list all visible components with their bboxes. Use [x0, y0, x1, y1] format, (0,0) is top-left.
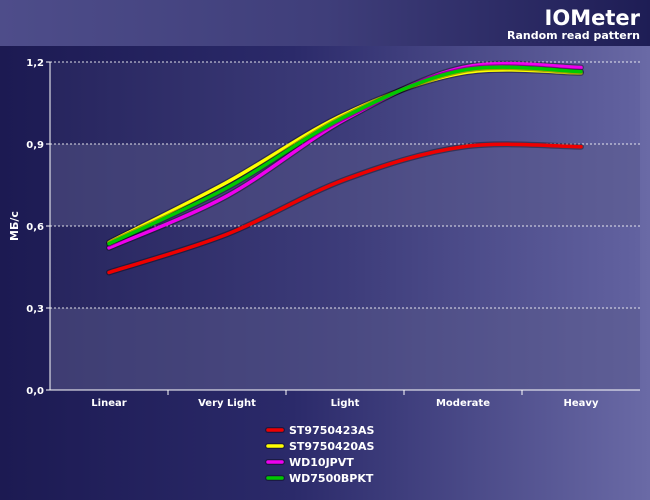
series-point: [107, 242, 111, 246]
x-tick-labels: Linear Very Light Light Moderate Heavy: [91, 398, 599, 409]
legend-item: ST9750420AS: [265, 440, 375, 453]
y-tick-label: 1,2: [26, 58, 44, 69]
series-point: [225, 194, 229, 198]
legend-label: WD7500BPKT: [289, 472, 374, 485]
series-point: [461, 68, 465, 72]
y-tick-label: 0,9: [26, 140, 44, 151]
series-st9750423as: [106, 141, 584, 276]
plot-band: [50, 144, 640, 226]
series-point: [343, 178, 347, 182]
x-tick-label: Linear: [91, 398, 126, 409]
series-point: [461, 65, 465, 69]
legend: ST9750423AS ST9750420AS WD10JPVT WD7500BPKT: [265, 424, 375, 485]
plot-area: 0,0 0,3 0,6 0,9 1,2 Linear Very Light Light Mod…: [26, 58, 640, 409]
legend-item: WD10JPVT: [265, 456, 354, 469]
series-point: [343, 115, 347, 119]
series-point: [225, 186, 229, 190]
series-point: [579, 145, 583, 149]
series-lines: [106, 60, 584, 276]
y-tick-label: 0,0: [26, 386, 44, 397]
series-point: [107, 270, 111, 274]
series-point: [107, 246, 111, 250]
legend-label: ST9750423AS: [289, 424, 375, 437]
series-wd10jpvt: [106, 60, 584, 251]
x-tick-label: Light: [331, 398, 360, 409]
x-tick-label: Very Light: [198, 398, 256, 409]
series-wd7500bpkt: [106, 64, 584, 247]
x-tick-label: Heavy: [564, 398, 599, 409]
series-point: [225, 232, 229, 236]
series-point: [461, 71, 465, 75]
legend-item: ST9750423AS: [265, 424, 375, 437]
y-axis-label: МБ/с: [8, 211, 21, 241]
chart-subtitle: Random read pattern: [507, 29, 640, 42]
y-tick-labels: 0,0 0,3 0,6 0,9 1,2: [26, 58, 50, 397]
legend-label: WD10JPVT: [289, 456, 354, 469]
series-point: [461, 145, 465, 149]
x-tick-label: Moderate: [436, 398, 490, 409]
series-point: [579, 65, 583, 69]
series-st9750420as: [106, 66, 584, 246]
chart-title: IOMeter: [545, 6, 641, 30]
legend-item: WD7500BPKT: [265, 472, 374, 485]
series-point: [579, 70, 583, 74]
alternate-bands: [50, 144, 640, 390]
gridlines: [50, 61, 640, 395]
series-point: [225, 180, 229, 184]
y-tick-label: 0,6: [26, 222, 44, 233]
plot-band: [50, 308, 640, 390]
header-band: [0, 0, 650, 46]
y-tick-label: 0,3: [26, 304, 44, 315]
legend-label: ST9750420AS: [289, 440, 375, 453]
